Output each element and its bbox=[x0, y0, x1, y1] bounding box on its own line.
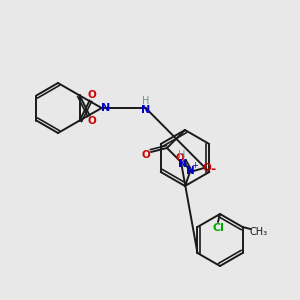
Text: H: H bbox=[178, 150, 186, 160]
Text: +: + bbox=[192, 161, 198, 170]
Text: O: O bbox=[176, 153, 184, 163]
Text: O: O bbox=[142, 150, 150, 160]
Text: N: N bbox=[178, 159, 188, 169]
Text: O: O bbox=[202, 163, 211, 173]
Text: N: N bbox=[141, 105, 150, 115]
Text: N: N bbox=[101, 103, 110, 113]
Text: Cl: Cl bbox=[212, 223, 224, 233]
Text: -: - bbox=[210, 163, 216, 176]
Text: O: O bbox=[87, 116, 96, 125]
Text: N: N bbox=[186, 166, 194, 176]
Text: CH₃: CH₃ bbox=[250, 227, 268, 237]
Text: H: H bbox=[142, 96, 149, 106]
Text: O: O bbox=[87, 91, 96, 100]
